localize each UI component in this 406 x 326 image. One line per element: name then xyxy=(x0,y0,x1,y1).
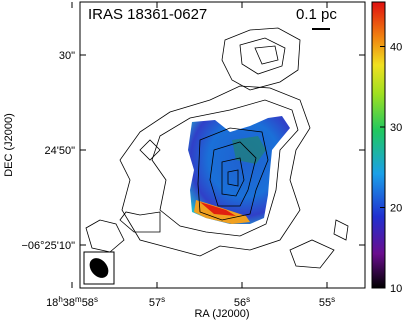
tick-part: 56 xyxy=(234,297,246,309)
tick-part: 55 xyxy=(319,297,331,309)
tick-part: 58 xyxy=(82,297,94,309)
y-tick-label: −06°25'10" xyxy=(21,240,75,252)
tick-part: s xyxy=(331,295,335,304)
colorbar-tick-label: 20 xyxy=(390,203,402,215)
title: IRAS 18361-0627 xyxy=(88,6,207,23)
colorbar-tick-label: 40 xyxy=(390,42,402,54)
tick-part: s xyxy=(246,295,250,304)
y-axis-label: DEC (J2000) xyxy=(3,113,15,177)
beam xyxy=(89,258,109,278)
tick-part: s xyxy=(94,295,98,304)
colorbar-tick-label: 10 xyxy=(390,283,402,295)
x-tick-label: 55s xyxy=(319,295,335,309)
x-tick-label: 18h38m58s xyxy=(46,295,98,309)
colorbar-tick-label: 30 xyxy=(390,122,402,134)
y-tick-label: 30" xyxy=(59,50,75,62)
x-tick-label: 57s xyxy=(149,295,165,309)
x-axis-label: RA (J2000) xyxy=(194,308,249,320)
y-tick-label: 24'50" xyxy=(45,145,76,157)
x-tick-label: 56s xyxy=(234,295,250,309)
tick-part: s xyxy=(161,295,165,304)
contours xyxy=(85,27,349,269)
tick-part: 38 xyxy=(63,297,75,309)
tick-part: h xyxy=(58,295,62,304)
tick-part: 18 xyxy=(46,297,58,309)
colorbar xyxy=(371,1,386,289)
tick-part: m xyxy=(75,295,82,304)
scale-bar-label: 0.1 pc xyxy=(296,6,337,23)
tick-part: 57 xyxy=(149,297,161,309)
